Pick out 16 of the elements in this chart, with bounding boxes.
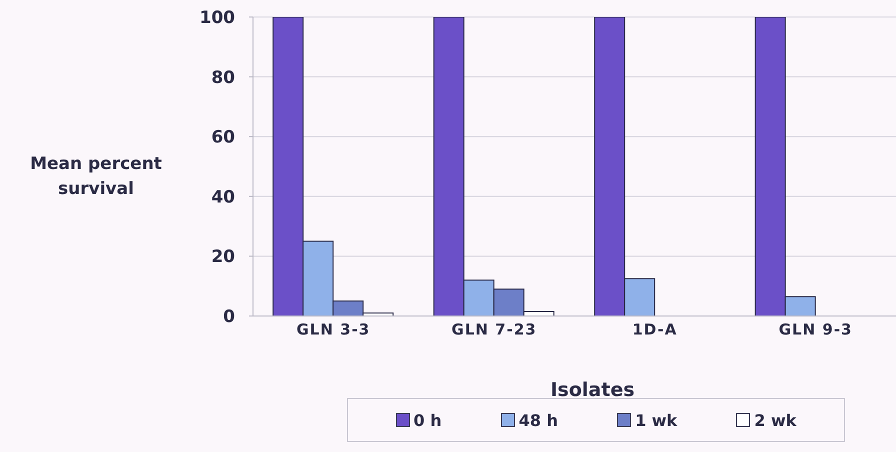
y-tick-label: 0	[223, 307, 236, 328]
legend-label: 1 wk	[635, 410, 678, 430]
y-tick-label: 60	[211, 128, 236, 148]
y-tick-label: 20	[211, 247, 236, 268]
legend-label: 48 h	[518, 410, 558, 430]
y-tick-label: 40	[211, 187, 236, 208]
x-tick-label: GLN 9-3	[778, 320, 852, 339]
y-tick-label: 80	[211, 68, 236, 88]
x-tick-label: GLN 7-23	[452, 320, 537, 339]
legend-label: 0 h	[414, 410, 442, 430]
y-tick-label: 100	[200, 8, 236, 28]
x-axis-title: Isolates	[550, 379, 635, 401]
x-tick-label: GLN 3-3	[296, 320, 370, 339]
legend-label: 2 wk	[754, 410, 796, 430]
x-tick-label: 1D-A	[632, 320, 678, 339]
y-axis-title: Mean percent survival	[29, 153, 163, 201]
